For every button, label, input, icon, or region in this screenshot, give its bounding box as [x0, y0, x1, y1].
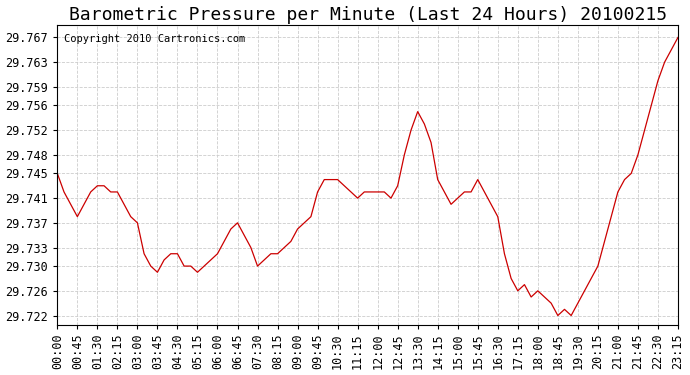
Text: Copyright 2010 Cartronics.com: Copyright 2010 Cartronics.com — [63, 34, 245, 44]
Title: Barometric Pressure per Minute (Last 24 Hours) 20100215: Barometric Pressure per Minute (Last 24 … — [68, 6, 667, 24]
